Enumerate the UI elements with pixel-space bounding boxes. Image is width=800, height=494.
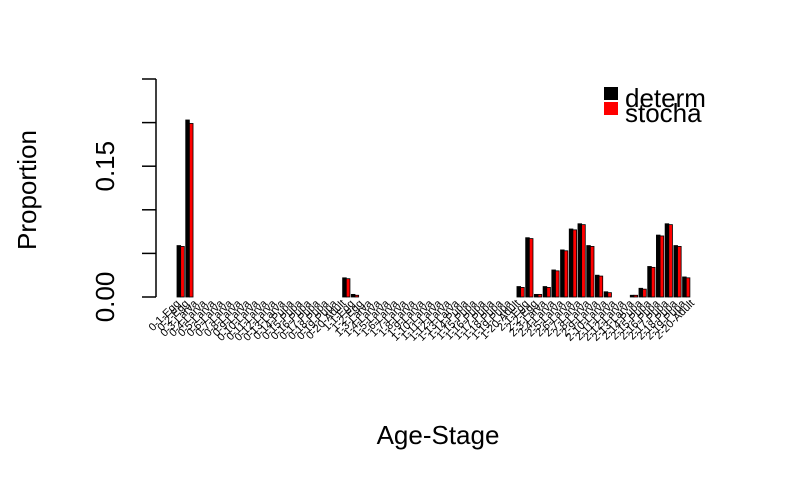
- bar-stocha: [188, 123, 194, 298]
- bar-determ: [176, 245, 182, 298]
- bar-stocha: [642, 288, 647, 298]
- bar-determ: [577, 223, 583, 298]
- bar-stocha: [555, 270, 560, 298]
- bars: [176, 119, 691, 298]
- bar-determ: [656, 234, 661, 298]
- bar-determ: [664, 223, 670, 298]
- bar-determ: [603, 291, 609, 298]
- bar-determ: [586, 245, 591, 298]
- bar-stocha: [354, 294, 360, 298]
- bar-determ: [185, 119, 190, 298]
- bar-determ: [350, 293, 356, 298]
- bar-determ: [682, 276, 687, 298]
- bar-determ: [342, 277, 347, 298]
- bar-stocha: [589, 246, 595, 298]
- y-axis: 0.00 0.15: [90, 78, 157, 323]
- bar-determ: [560, 249, 565, 298]
- bar-stocha: [607, 292, 612, 298]
- legend-swatch-determ: [604, 87, 618, 100]
- bar-stocha: [520, 287, 525, 298]
- x-axis-title: Age-Stage: [377, 420, 500, 450]
- y-tick-label: 0.15: [90, 141, 120, 192]
- bar-determ: [629, 294, 635, 298]
- bar-stocha: [528, 238, 534, 298]
- bar-determ: [542, 286, 548, 298]
- y-tick-label: 0.00: [90, 272, 120, 323]
- bar-determ: [568, 228, 574, 298]
- bar-stocha: [345, 278, 351, 298]
- bar-determ: [525, 237, 530, 298]
- bar-determ: [638, 287, 644, 298]
- bar-stocha: [546, 287, 551, 298]
- bar-stocha: [563, 250, 569, 298]
- y-axis-title: Proportion: [12, 130, 42, 250]
- bar-stocha: [598, 275, 604, 298]
- bar-stocha: [677, 246, 682, 298]
- bar-determ: [516, 286, 522, 298]
- legend-label-stocha: stocha: [625, 98, 702, 128]
- bar-stocha: [650, 266, 656, 298]
- legend-swatch-stocha: [604, 102, 618, 115]
- bar-stocha: [180, 246, 185, 298]
- bar-determ: [533, 293, 539, 298]
- x-tick-labels: 0-1-Egg0-2-Egg0-3-Larva0-4-Larva0-5-Larv…: [147, 297, 697, 344]
- bar-stocha: [685, 277, 691, 298]
- bar-determ: [595, 274, 600, 298]
- bar-determ: [673, 245, 678, 298]
- bar-stocha: [581, 224, 586, 298]
- bar-stocha: [659, 235, 665, 298]
- legend-label-determ: determ: [625, 83, 706, 113]
- bar-stocha: [537, 293, 543, 298]
- bar-stocha: [668, 224, 673, 298]
- bar-determ: [647, 266, 652, 298]
- bar-determ: [551, 269, 556, 298]
- bar-stocha: [633, 294, 638, 298]
- bar-stocha: [572, 229, 577, 298]
